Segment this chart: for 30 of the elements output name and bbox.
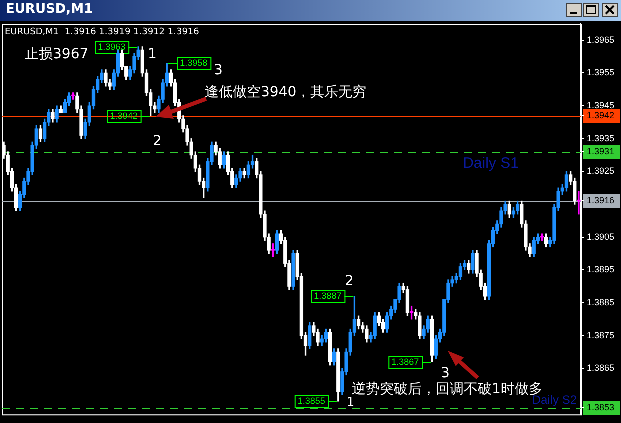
y-tick-label: 1.3931 bbox=[587, 146, 615, 156]
y-tick-label: 1.3955 bbox=[587, 68, 615, 78]
y-tick-label: 1.3865 bbox=[587, 363, 615, 374]
annotation: 3 bbox=[441, 366, 450, 382]
y-tick-label: 1.3945 bbox=[587, 100, 615, 111]
annotation: 1 bbox=[347, 395, 355, 410]
chart-subtitle: EURUSD,M1 1.3916 1.3919 1.3912 1.3916 bbox=[5, 27, 200, 38]
y-tick-label: 1.3895 bbox=[587, 264, 615, 275]
ref-line-label: Daily S1 bbox=[463, 155, 519, 172]
y-tick-label: 1.3925 bbox=[587, 166, 615, 176]
y-tick-label: 1.3905 bbox=[587, 232, 615, 242]
chart-title: EURUSD,M1 bbox=[6, 2, 94, 17]
annotation: 逢低做空3940，其乐无穷 bbox=[205, 84, 367, 101]
annotation: 2 bbox=[153, 134, 162, 150]
y-tick-label: 1.3875 bbox=[587, 330, 615, 340]
annotation: 1.3867 bbox=[392, 356, 420, 367]
annotation: 1.3963 bbox=[98, 42, 126, 52]
annotation: 3 bbox=[214, 62, 223, 79]
y-tick-label: 1.3853 bbox=[587, 402, 615, 413]
y-tick-label: 1.3965 bbox=[587, 34, 615, 45]
y-tick-label: 1.3942 bbox=[587, 110, 615, 120]
annotation: 1.3958 bbox=[180, 58, 208, 68]
y-tick-label: 1.3885 bbox=[587, 297, 615, 308]
annotation: 1 bbox=[148, 46, 157, 63]
y-tick-label: 1.3935 bbox=[587, 133, 615, 144]
annotation: 止损3967 bbox=[25, 46, 89, 63]
y-tick-label: 1.3916 bbox=[587, 196, 615, 206]
annotation: 1.3855 bbox=[298, 396, 326, 406]
annotation: 2 bbox=[345, 274, 354, 290]
annotation: 1.3887 bbox=[314, 290, 342, 301]
